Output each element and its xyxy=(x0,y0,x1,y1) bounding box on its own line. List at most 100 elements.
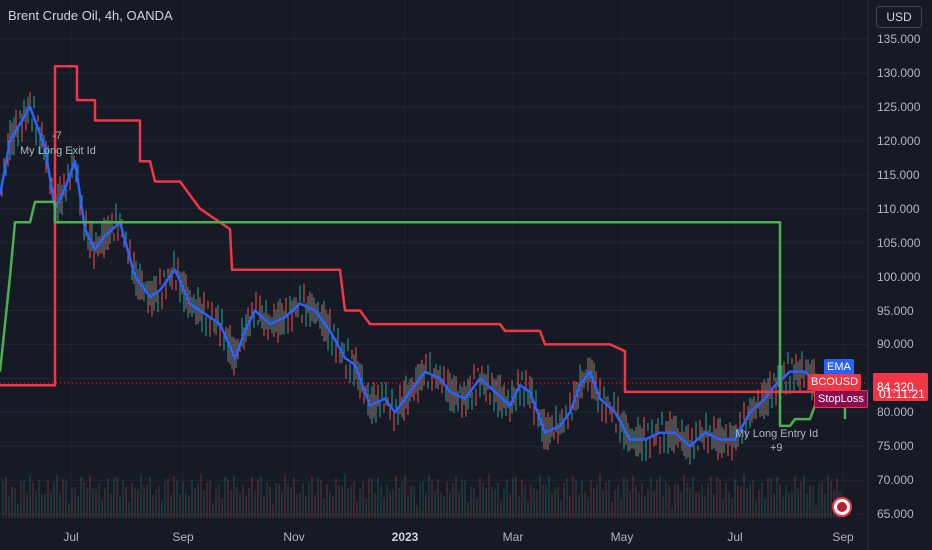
volume-bar xyxy=(50,491,52,518)
volume-bar xyxy=(566,478,568,518)
volume-bar xyxy=(140,474,142,518)
volume-bar xyxy=(116,477,118,518)
volume-bar xyxy=(392,489,394,518)
volume-bar xyxy=(275,482,277,518)
volume-bar xyxy=(467,502,469,518)
volume-bar xyxy=(626,479,628,518)
exit-annotation: My Long Exit Id xyxy=(20,145,96,157)
volume-bar xyxy=(56,475,58,518)
volume-bar xyxy=(293,477,295,518)
volume-bar xyxy=(530,484,532,518)
volume-bar xyxy=(26,492,28,518)
volume-bar xyxy=(236,486,238,518)
volume-bar xyxy=(80,476,82,518)
volume-bar xyxy=(161,500,163,518)
volume-bar xyxy=(284,474,286,518)
volume-bar xyxy=(542,485,544,518)
volume-bar xyxy=(644,495,646,518)
volume-bar xyxy=(92,487,94,518)
volume-bar xyxy=(608,479,610,518)
volume-bar xyxy=(785,485,787,518)
us-flag-icon[interactable] xyxy=(832,497,852,517)
volume-bar xyxy=(200,474,202,518)
volume-bar xyxy=(125,486,127,518)
entry-quantity: +9 xyxy=(770,442,783,454)
volume-bar xyxy=(743,474,745,518)
price-tick: 80.000 xyxy=(877,405,914,420)
volume-bar xyxy=(335,478,337,518)
volume-bar xyxy=(224,476,226,518)
volume-bar xyxy=(740,486,742,518)
volume-bar xyxy=(758,489,760,518)
volume-bar xyxy=(545,484,547,518)
currency-button[interactable]: USD xyxy=(876,6,922,28)
symbol-label: BCOUSD xyxy=(808,374,862,390)
volume-bar xyxy=(134,487,136,518)
volume-bar xyxy=(617,485,619,518)
volume-bar xyxy=(278,483,280,518)
volume-bar xyxy=(674,483,676,518)
volume-bar xyxy=(77,496,79,518)
volume-bar xyxy=(308,481,310,518)
volume-bar xyxy=(476,497,478,518)
volume-bar xyxy=(662,495,664,518)
volume-bar xyxy=(818,483,820,518)
volume-bar xyxy=(122,479,124,518)
volume-bar xyxy=(269,486,271,518)
volume-bar xyxy=(62,479,64,518)
volume-bar xyxy=(401,481,403,518)
volume-bar xyxy=(209,480,211,518)
volume-bar xyxy=(386,485,388,518)
volume-bar xyxy=(656,480,658,518)
volume-bar xyxy=(341,485,343,518)
price-tick: 100.000 xyxy=(877,269,921,284)
volume-bar xyxy=(371,477,373,518)
volume-bar xyxy=(497,482,499,518)
volume-bar xyxy=(272,504,274,518)
volume-bar xyxy=(599,474,601,518)
volume-bar xyxy=(326,484,328,518)
volume-bar xyxy=(710,476,712,518)
volume-bar xyxy=(332,496,334,518)
volume-bar xyxy=(518,496,520,518)
volume-bar xyxy=(101,499,103,518)
volume-bar xyxy=(167,478,169,518)
volume-bar xyxy=(548,476,550,518)
volume-bar xyxy=(218,484,220,518)
volume-bar xyxy=(29,474,31,518)
volume-bar xyxy=(290,487,292,518)
volume-bar xyxy=(752,480,754,518)
volume-bar xyxy=(362,481,364,518)
volume-bar xyxy=(251,476,253,518)
volume-bar xyxy=(152,494,154,518)
ema-label: EMA xyxy=(824,359,854,375)
price-tick: 130.000 xyxy=(877,65,921,80)
volume-bar xyxy=(425,493,427,518)
volume-bar xyxy=(551,493,553,518)
volume-bar xyxy=(536,490,538,518)
stoploss-label: StopLoss xyxy=(814,390,868,408)
volume-bar xyxy=(137,489,139,518)
volume-bar xyxy=(215,488,217,518)
price-label: 84.320 xyxy=(873,373,928,401)
volume-bar xyxy=(41,494,43,518)
price-tick: 125.000 xyxy=(877,99,921,114)
volume-bar xyxy=(779,484,781,518)
bar-timer: 01:11:21 xyxy=(879,387,925,401)
volume-bar xyxy=(611,501,613,518)
volume-bar xyxy=(128,502,130,518)
volume-bar xyxy=(227,479,229,518)
volume-bar xyxy=(221,497,223,518)
volume-bar xyxy=(242,484,244,518)
volume-bar xyxy=(83,482,85,518)
volume-bar xyxy=(431,481,433,518)
volume-bar xyxy=(713,494,715,518)
volume-bar xyxy=(353,481,355,518)
volume-bar xyxy=(179,494,181,518)
volume-bar xyxy=(131,483,133,518)
volume-bar xyxy=(104,487,106,518)
volume-bar xyxy=(239,493,241,518)
volume-bar xyxy=(473,488,475,518)
